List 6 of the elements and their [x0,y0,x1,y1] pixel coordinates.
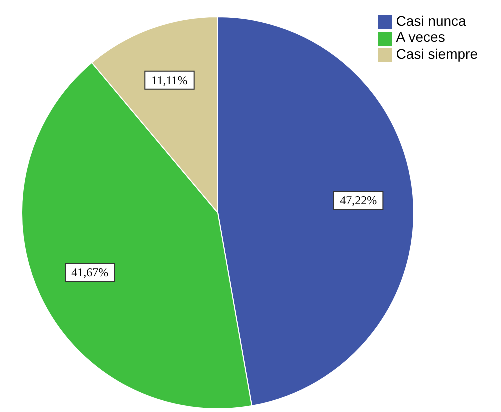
data-label: 41,67% [72,266,109,280]
legend-label: Casi nunca [396,13,466,29]
legend-label: Casi siempre [396,46,478,62]
data-label: 11,11% [152,73,188,88]
data-label: 47,22% [340,194,378,208]
legend-label: A veces [396,29,446,46]
